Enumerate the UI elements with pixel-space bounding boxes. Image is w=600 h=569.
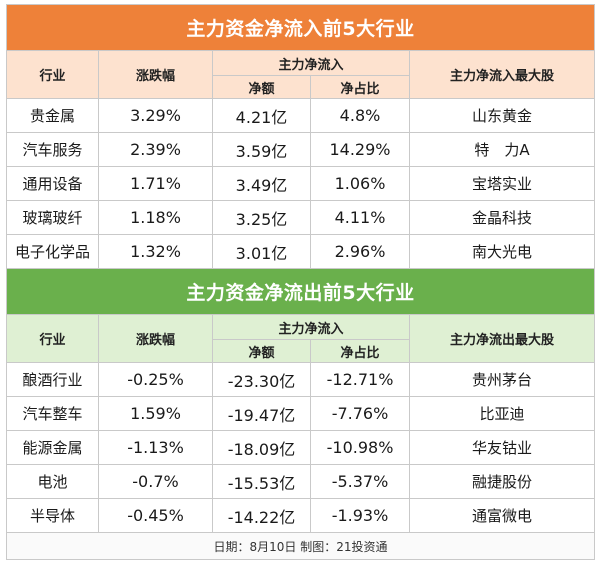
change-cell: 2.39% bbox=[98, 132, 213, 167]
industry-cell: 通用设备 bbox=[6, 166, 99, 201]
net-ratio-cell: -7.76% bbox=[310, 396, 410, 431]
change-cell: -0.45% bbox=[98, 498, 213, 533]
header-industry: 行业 bbox=[6, 314, 99, 363]
header-industry: 行业 bbox=[6, 50, 99, 99]
net-amount-cell: 3.59亿 bbox=[212, 132, 311, 167]
table-row: 电池 -0.7% -15.53亿 -5.37% 融捷股份 bbox=[6, 464, 596, 499]
header-ratio: 净占比 bbox=[310, 75, 410, 99]
net-amount-cell: 4.21亿 bbox=[212, 98, 311, 133]
net-ratio-cell: -12.71% bbox=[310, 362, 410, 397]
change-cell: -0.25% bbox=[98, 362, 213, 397]
industry-cell: 汽车服务 bbox=[6, 132, 99, 167]
net-ratio-cell: -1.93% bbox=[310, 498, 410, 533]
net-amount-cell: 3.01亿 bbox=[212, 234, 311, 269]
change-cell: -0.7% bbox=[98, 464, 213, 499]
top-stock-cell: 融捷股份 bbox=[408, 464, 596, 499]
top-stock-cell: 贵州茅台 bbox=[408, 362, 596, 397]
change-cell: -1.13% bbox=[98, 430, 213, 465]
header-net-flow: 主力净流入 bbox=[212, 314, 410, 340]
top-stock-cell: 华友钴业 bbox=[408, 430, 596, 465]
change-cell: 1.18% bbox=[98, 200, 213, 235]
header-amount: 净额 bbox=[212, 339, 311, 363]
industry-cell: 电池 bbox=[6, 464, 99, 499]
net-ratio-cell: 4.8% bbox=[310, 98, 410, 133]
table-row: 贵金属 3.29% 4.21亿 4.8% 山东黄金 bbox=[6, 98, 596, 133]
change-cell: 1.59% bbox=[98, 396, 213, 431]
industry-cell: 酿酒行业 bbox=[6, 362, 99, 397]
net-amount-cell: -23.30亿 bbox=[212, 362, 311, 397]
net-amount-cell: 3.49亿 bbox=[212, 166, 311, 201]
net-amount-cell: -18.09亿 bbox=[212, 430, 311, 465]
inflow-title: 主力资金净流入前5大行业 bbox=[5, 4, 596, 51]
net-amount-cell: 3.25亿 bbox=[212, 200, 311, 235]
top-stock-cell: 南大光电 bbox=[408, 234, 596, 269]
top-stock-cell: 通富微电 bbox=[408, 498, 596, 533]
table-row: 半导体 -0.45% -14.22亿 -1.93% 通富微电 bbox=[6, 498, 596, 533]
change-cell: 1.32% bbox=[98, 234, 213, 269]
table-row: 酿酒行业 -0.25% -23.30亿 -12.71% 贵州茅台 bbox=[6, 362, 596, 397]
net-amount-cell: -14.22亿 bbox=[212, 498, 311, 533]
table-row: 电子化学品 1.32% 3.01亿 2.96% 南大光电 bbox=[6, 234, 596, 269]
table-row: 通用设备 1.71% 3.49亿 1.06% 宝塔实业 bbox=[6, 166, 596, 201]
net-ratio-cell: -10.98% bbox=[310, 430, 410, 465]
header-change: 涨跌幅 bbox=[98, 314, 213, 363]
industry-cell: 汽车整车 bbox=[6, 396, 99, 431]
industry-cell: 半导体 bbox=[6, 498, 99, 533]
top-stock-cell: 宝塔实业 bbox=[408, 166, 596, 201]
net-amount-cell: -15.53亿 bbox=[212, 464, 311, 499]
top-stock-cell: 山东黄金 bbox=[408, 98, 596, 133]
header-amount: 净额 bbox=[212, 75, 311, 99]
change-cell: 1.71% bbox=[98, 166, 213, 201]
top-stock-cell: 特 力A bbox=[408, 132, 596, 167]
industry-cell: 贵金属 bbox=[6, 98, 99, 133]
table-row: 汽车服务 2.39% 3.59亿 14.29% 特 力A bbox=[6, 132, 596, 167]
net-ratio-cell: 1.06% bbox=[310, 166, 410, 201]
net-ratio-cell: 2.96% bbox=[310, 234, 410, 269]
table-row: 玻璃玻纤 1.18% 3.25亿 4.11% 金晶科技 bbox=[6, 200, 596, 235]
inflow-table: 主力资金净流入前5大行业 行业 涨跌幅 主力净流入 主力净流入最大股 净额 净占… bbox=[5, 4, 596, 269]
net-ratio-cell: 14.29% bbox=[310, 132, 410, 167]
change-cell: 3.29% bbox=[98, 98, 213, 133]
net-ratio-cell: 4.11% bbox=[310, 200, 410, 235]
industry-cell: 电子化学品 bbox=[6, 234, 99, 269]
net-ratio-cell: -5.37% bbox=[310, 464, 410, 499]
header-change: 涨跌幅 bbox=[98, 50, 213, 99]
header-top-stock: 主力净流出最大股 bbox=[408, 314, 596, 363]
outflow-table: 主力资金净流出前5大行业 行业 涨跌幅 主力净流入 主力净流出最大股 净额 净占… bbox=[5, 268, 596, 560]
table-row: 汽车整车 1.59% -19.47亿 -7.76% 比亚迪 bbox=[6, 396, 596, 431]
header-ratio: 净占比 bbox=[310, 339, 410, 363]
fund-flow-infographic: 主力资金净流入前5大行业 行业 涨跌幅 主力净流入 主力净流入最大股 净额 净占… bbox=[5, 4, 596, 560]
outflow-title: 主力资金净流出前5大行业 bbox=[5, 268, 596, 315]
net-amount-cell: -19.47亿 bbox=[212, 396, 311, 431]
top-stock-cell: 金晶科技 bbox=[408, 200, 596, 235]
industry-cell: 玻璃玻纤 bbox=[6, 200, 99, 235]
header-top-stock: 主力净流入最大股 bbox=[408, 50, 596, 99]
footer-credit: 日期：8月10日 制图：21投资通 bbox=[5, 532, 596, 560]
header-net-flow: 主力净流入 bbox=[212, 50, 410, 76]
table-row: 能源金属 -1.13% -18.09亿 -10.98% 华友钴业 bbox=[6, 430, 596, 465]
industry-cell: 能源金属 bbox=[6, 430, 99, 465]
top-stock-cell: 比亚迪 bbox=[408, 396, 596, 431]
